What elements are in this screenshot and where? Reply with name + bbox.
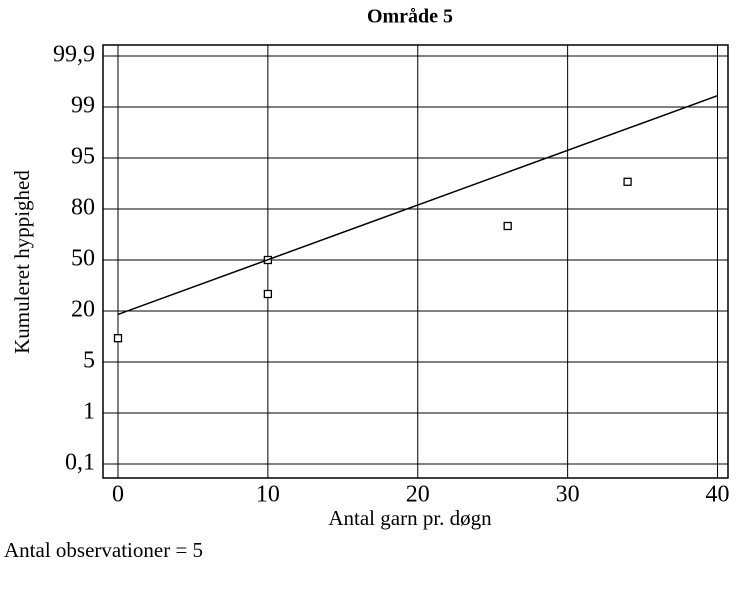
point	[503, 221, 512, 231]
point	[623, 177, 632, 186]
y-tick-label: 99	[71, 93, 95, 119]
x-tick-label: 20	[406, 482, 430, 508]
point	[263, 289, 273, 299]
y-tick-label: 80	[71, 195, 95, 221]
x-tick-label: 30	[556, 482, 580, 508]
y-axis-label: Kumuleret hyppighed	[10, 170, 34, 354]
x-tick-label: 40	[706, 482, 730, 508]
y-tick-label: 1	[83, 399, 95, 425]
y-tick-label: 95	[71, 144, 95, 170]
x-tick-label: 0	[112, 482, 124, 508]
y-tick-label: 20	[71, 297, 95, 323]
x-tick-label: 10	[256, 482, 280, 508]
plot-frame	[102, 44, 729, 479]
y-tick-label: 0,1	[65, 450, 95, 476]
point	[113, 334, 123, 343]
footnote: Antal observationer = 5	[4, 538, 203, 562]
y-tick-label: 5	[83, 348, 95, 374]
y-tick-label: 50	[71, 246, 95, 272]
x-axis-label: Antal garn pr. døgn	[328, 506, 492, 530]
y-tick-label: 99,9	[53, 42, 95, 68]
chart-title: Område 5	[367, 6, 453, 28]
fit-line	[117, 94, 718, 316]
